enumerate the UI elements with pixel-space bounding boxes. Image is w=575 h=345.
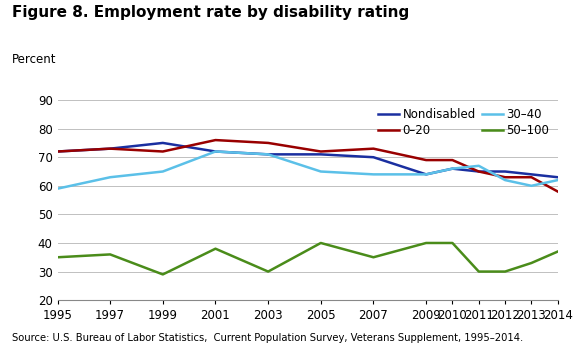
Nondisabled	[501, 169, 508, 174]
50–100	[501, 269, 508, 274]
0–20	[528, 175, 535, 179]
50–100	[554, 249, 561, 254]
50–100	[159, 272, 166, 276]
Nondisabled	[476, 169, 482, 174]
0–20	[212, 138, 219, 142]
0–20	[449, 158, 456, 162]
0–20	[423, 158, 430, 162]
30–40	[54, 187, 61, 191]
Line: 0–20: 0–20	[58, 140, 558, 191]
Nondisabled	[264, 152, 271, 156]
0–20	[370, 147, 377, 151]
Nondisabled	[554, 175, 561, 179]
30–40	[528, 184, 535, 188]
30–40	[264, 152, 271, 156]
Line: 50–100: 50–100	[58, 243, 558, 274]
30–40	[159, 169, 166, 174]
Line: Nondisabled: Nondisabled	[58, 143, 558, 177]
50–100	[449, 241, 456, 245]
0–20	[54, 149, 61, 154]
30–40	[476, 164, 482, 168]
50–100	[423, 241, 430, 245]
50–100	[54, 255, 61, 259]
30–40	[107, 175, 114, 179]
Text: Source: U.S. Bureau of Labor Statistics,  Current Population Survey, Veterans Su: Source: U.S. Bureau of Labor Statistics,…	[12, 333, 523, 343]
30–40	[423, 172, 430, 176]
30–40	[370, 172, 377, 176]
50–100	[476, 269, 482, 274]
0–20	[554, 189, 561, 194]
Nondisabled	[54, 149, 61, 154]
Nondisabled	[423, 172, 430, 176]
50–100	[528, 261, 535, 265]
0–20	[159, 149, 166, 154]
Line: 30–40: 30–40	[58, 151, 558, 189]
30–40	[554, 178, 561, 182]
0–20	[317, 149, 324, 154]
Text: Figure 8. Employment rate by disability rating: Figure 8. Employment rate by disability …	[12, 5, 409, 20]
Nondisabled	[159, 141, 166, 145]
Nondisabled	[107, 147, 114, 151]
50–100	[107, 252, 114, 256]
50–100	[212, 247, 219, 251]
30–40	[449, 167, 456, 171]
Nondisabled	[528, 172, 535, 176]
Nondisabled	[317, 152, 324, 156]
0–20	[264, 141, 271, 145]
0–20	[501, 175, 508, 179]
Nondisabled	[212, 149, 219, 154]
50–100	[317, 241, 324, 245]
50–100	[264, 269, 271, 274]
Text: Percent: Percent	[12, 53, 56, 67]
0–20	[107, 147, 114, 151]
30–40	[501, 178, 508, 182]
30–40	[212, 149, 219, 154]
30–40	[317, 169, 324, 174]
Nondisabled	[449, 167, 456, 171]
Nondisabled	[370, 155, 377, 159]
Legend: Nondisabled, 0–20, 30–40, 50–100: Nondisabled, 0–20, 30–40, 50–100	[375, 106, 552, 139]
50–100	[370, 255, 377, 259]
0–20	[476, 169, 482, 174]
